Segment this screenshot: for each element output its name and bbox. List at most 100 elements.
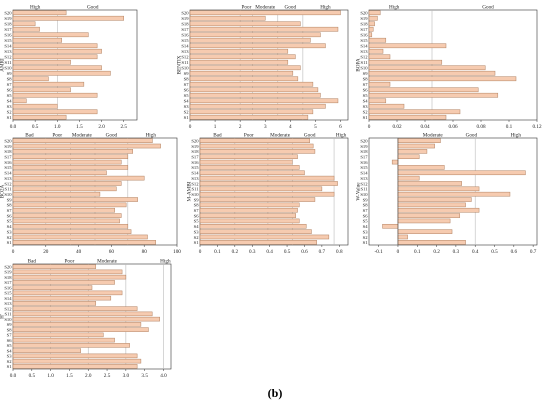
- x-tick-label: 0.1: [506, 124, 513, 130]
- bar-s2: [368, 109, 461, 115]
- category-label: S7: [363, 208, 369, 213]
- category-label: S12: [4, 181, 12, 186]
- category-label: S8: [7, 327, 13, 332]
- zone-label: Good: [87, 5, 99, 11]
- category-label: S14: [4, 296, 12, 301]
- category-label: S6: [7, 213, 13, 218]
- chart-panel-2: S1S2S3S4S5S6S7S8S9S10S11S12S13S14S15S16S…: [177, 5, 349, 130]
- category-label: S16: [360, 160, 368, 165]
- category-label: S16: [4, 33, 12, 38]
- bar-s17: [397, 154, 420, 160]
- category-label: S6: [194, 213, 200, 218]
- category-label: S11: [5, 187, 13, 192]
- bar-s13: [189, 48, 289, 54]
- y-axis-label: BO2A: [0, 184, 6, 198]
- category-label: S1: [7, 240, 13, 245]
- category-label: S3: [184, 104, 190, 109]
- category-label: S7: [184, 82, 190, 87]
- bar-s13: [12, 301, 97, 306]
- bar-s12: [199, 181, 338, 186]
- category-label: S16: [181, 33, 189, 38]
- bar-s10: [189, 65, 301, 71]
- x-tick-label: 2.5: [104, 373, 111, 379]
- bar-s11: [12, 186, 117, 192]
- x-tick-label: 0: [397, 249, 400, 255]
- bar-s16: [368, 32, 373, 38]
- x-tick-label: 0.6: [511, 249, 518, 255]
- category-label: S12: [181, 55, 189, 60]
- category-label: S3: [7, 104, 13, 109]
- x-tick-label: 0.0: [10, 373, 17, 379]
- bar-s17: [12, 154, 129, 160]
- bar-s19: [12, 15, 124, 21]
- chart-panel-5: S1S2S3S4S5S6S7S8S9S10S11S12S13S14S15S16S…: [187, 133, 349, 255]
- bar-s20: [397, 138, 441, 143]
- category-label: S10: [4, 317, 12, 322]
- bar-s8: [12, 327, 149, 332]
- bar-s9: [199, 197, 316, 202]
- x-tick-label: 0.5: [32, 124, 39, 130]
- category-label: S17: [360, 27, 368, 32]
- bar-s15: [12, 37, 62, 43]
- bar-s12: [397, 181, 462, 186]
- category-label: S19: [360, 144, 368, 149]
- category-label: S1: [363, 115, 369, 120]
- category-label: S20: [4, 11, 12, 16]
- x-tick-label: 0.12: [532, 124, 541, 130]
- category-label: S15: [181, 38, 189, 43]
- bar-s1: [12, 114, 67, 120]
- bar-s5: [199, 218, 300, 224]
- category-label: S2: [7, 359, 13, 364]
- category-label: S10: [181, 66, 189, 71]
- bar-s7: [368, 81, 391, 87]
- bar-s5: [12, 343, 130, 348]
- bar-s6: [397, 213, 461, 218]
- category-label: S11: [5, 60, 13, 65]
- bar-s1: [12, 240, 156, 245]
- x-tick-label: 0.2: [232, 249, 239, 255]
- chart-panel-7: S1S2S3S4S5S6S7S8S9S10S11S12S13S14S15S16S…: [0, 259, 172, 379]
- category-label: S9: [363, 197, 369, 202]
- category-label: S17: [191, 155, 199, 160]
- category-label: S8: [7, 203, 13, 208]
- category-label: S7: [7, 208, 13, 213]
- bar-s16: [12, 32, 89, 38]
- x-tick-label: 2.5: [120, 124, 127, 130]
- category-label: S20: [4, 264, 12, 269]
- zone-label: Good: [466, 133, 478, 139]
- category-label: S7: [194, 208, 200, 213]
- category-label: S9: [184, 71, 190, 76]
- category-label: S11: [5, 312, 13, 317]
- bar-s15: [199, 165, 300, 170]
- chart-panel-6: S1S2S3S4S5S6S7S8S9S10S11S12S13S14S15S16S…: [356, 133, 538, 255]
- zone-label: Poor: [244, 133, 254, 139]
- bar-s2: [199, 234, 330, 240]
- x-tick-label: 0.5: [284, 249, 291, 255]
- plot-frame: [199, 137, 349, 246]
- zone-label: Good: [304, 133, 316, 139]
- category-label: S18: [191, 149, 199, 154]
- category-label: S11: [361, 60, 369, 65]
- zone-label: High: [30, 5, 41, 11]
- category-label: S4: [363, 99, 369, 104]
- bar-s3: [12, 229, 132, 234]
- bar-s16: [391, 159, 399, 165]
- category-label: S20: [191, 138, 199, 143]
- x-tick-label: 0.5: [491, 249, 498, 255]
- bar-s7: [12, 332, 104, 338]
- category-label: S5: [7, 219, 13, 224]
- bar-s5: [368, 92, 499, 98]
- zone-label: Poor: [52, 133, 62, 139]
- category-label: S16: [191, 160, 199, 165]
- bar-s17: [189, 26, 339, 32]
- bar-s14: [12, 43, 98, 49]
- x-tick-label: 4: [289, 124, 292, 130]
- category-label: S4: [363, 224, 369, 229]
- x-tick-label: -0.1: [375, 249, 384, 255]
- bar-s12: [12, 306, 138, 311]
- category-label: S12: [191, 181, 199, 186]
- bar-s4: [368, 98, 387, 104]
- x-tick-label: 1: [214, 124, 217, 130]
- category-label: S19: [4, 144, 12, 149]
